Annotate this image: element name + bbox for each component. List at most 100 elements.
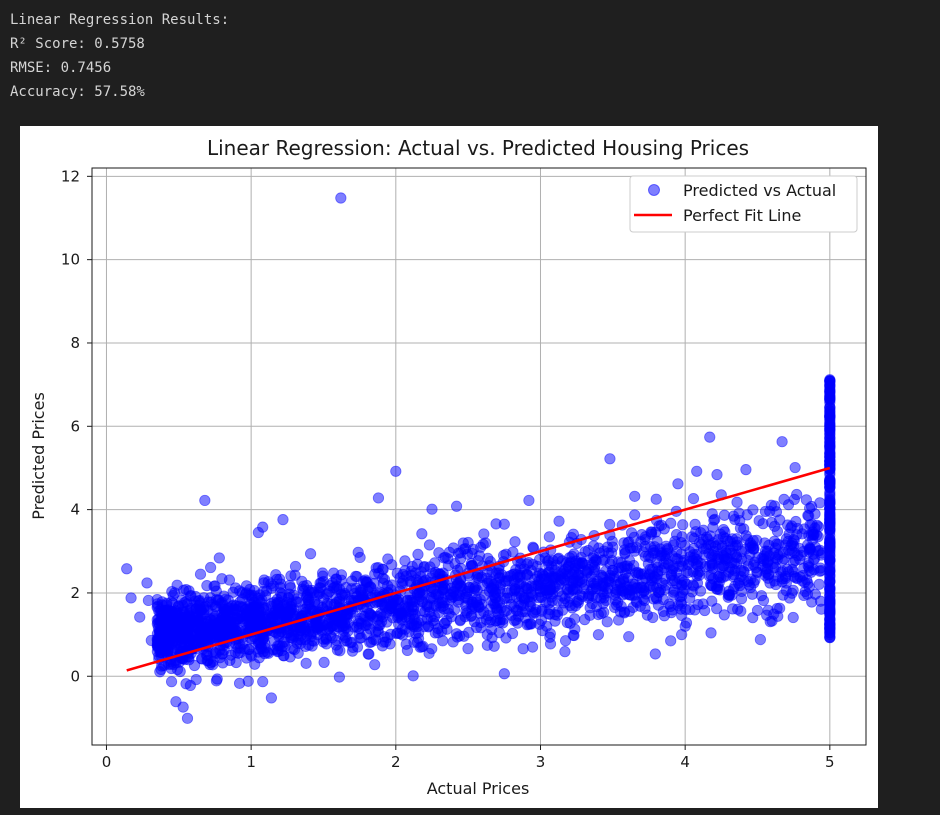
output-line: R² Score: 0.5758 <box>10 36 145 52</box>
data-point <box>689 518 701 530</box>
data-point <box>217 611 229 624</box>
data-point <box>692 556 704 568</box>
data-point <box>338 625 350 637</box>
data-point <box>798 589 810 602</box>
data-point <box>712 539 724 551</box>
data-point <box>542 554 555 567</box>
data-point <box>424 561 436 573</box>
legend: Predicted vs Actual Perfect Fit Line <box>629 175 858 233</box>
data-point <box>628 559 640 572</box>
data-point <box>709 513 721 525</box>
data-point <box>675 598 688 610</box>
data-point <box>735 593 748 605</box>
data-point <box>647 611 659 624</box>
data-point <box>525 596 537 608</box>
data-point <box>615 600 627 612</box>
data-point <box>169 587 181 599</box>
data-point <box>303 639 315 651</box>
data-point <box>779 570 792 582</box>
data-point <box>661 547 673 560</box>
data-point <box>391 611 404 623</box>
data-point <box>686 586 698 598</box>
y-tick-label: 8 <box>70 334 80 352</box>
data-point <box>210 585 222 597</box>
data-point <box>677 519 689 531</box>
data-point <box>125 592 137 604</box>
data-point <box>526 641 539 653</box>
data-point <box>523 618 535 630</box>
data-point <box>426 643 438 655</box>
data-point <box>562 596 574 608</box>
data-point <box>356 584 368 596</box>
data-point <box>152 638 164 650</box>
data-point <box>615 557 627 569</box>
chart-title: Linear Regression: Actual vs. Predicted … <box>207 136 749 160</box>
data-point <box>691 570 703 582</box>
data-point <box>824 401 836 414</box>
data-point <box>684 546 696 558</box>
data-point <box>797 569 809 582</box>
data-point <box>351 641 364 653</box>
data-point <box>267 580 279 592</box>
data-point <box>405 569 417 581</box>
data-point <box>726 557 738 569</box>
data-point <box>691 465 703 477</box>
data-point <box>217 628 229 640</box>
data-point <box>473 550 486 562</box>
data-point <box>649 648 661 660</box>
data-point <box>787 611 799 624</box>
data-point <box>544 631 556 643</box>
data-point <box>585 571 597 583</box>
data-point <box>313 586 325 598</box>
data-point <box>307 626 319 638</box>
data-point <box>289 569 301 581</box>
data-point <box>651 557 663 569</box>
data-point <box>367 633 380 646</box>
data-point <box>450 500 463 512</box>
data-point <box>568 573 581 586</box>
data-point <box>477 579 489 591</box>
y-tick-label: 10 <box>61 251 80 269</box>
data-point <box>462 643 474 655</box>
plot-area-frame <box>91 167 867 746</box>
data-point <box>300 657 312 669</box>
y-tick-label: 4 <box>70 501 80 519</box>
x-axis-label: Actual Prices <box>427 779 530 798</box>
x-tick-label: 1 <box>246 753 256 771</box>
data-point <box>478 528 490 540</box>
data-point <box>335 569 348 581</box>
data-point <box>121 563 133 575</box>
y-tick-label: 0 <box>70 667 80 685</box>
data-point <box>498 592 511 605</box>
data-point <box>362 648 374 660</box>
data-point <box>318 656 330 669</box>
data-point <box>544 608 556 620</box>
data-point <box>586 598 598 610</box>
data-point <box>369 659 381 671</box>
data-point <box>601 616 613 628</box>
data-point <box>491 614 503 627</box>
data-point <box>257 633 269 645</box>
output-line: Linear Regression Results: <box>10 12 230 28</box>
data-point <box>776 436 788 448</box>
data-point <box>355 617 367 630</box>
data-point <box>667 563 679 575</box>
data-point <box>629 545 641 557</box>
data-point <box>470 621 483 634</box>
data-point <box>242 675 254 687</box>
data-point <box>246 616 258 628</box>
data-point <box>257 521 269 533</box>
data-point <box>416 528 428 540</box>
data-point <box>705 627 717 639</box>
data-point <box>567 629 579 641</box>
data-point <box>604 453 616 465</box>
data-point <box>744 537 756 549</box>
data-point <box>252 592 264 604</box>
data-point <box>372 492 385 504</box>
data-point <box>711 469 723 481</box>
data-point <box>814 544 826 556</box>
legend-marker-scatter <box>648 184 660 196</box>
data-point <box>216 573 228 585</box>
data-point <box>300 590 313 602</box>
